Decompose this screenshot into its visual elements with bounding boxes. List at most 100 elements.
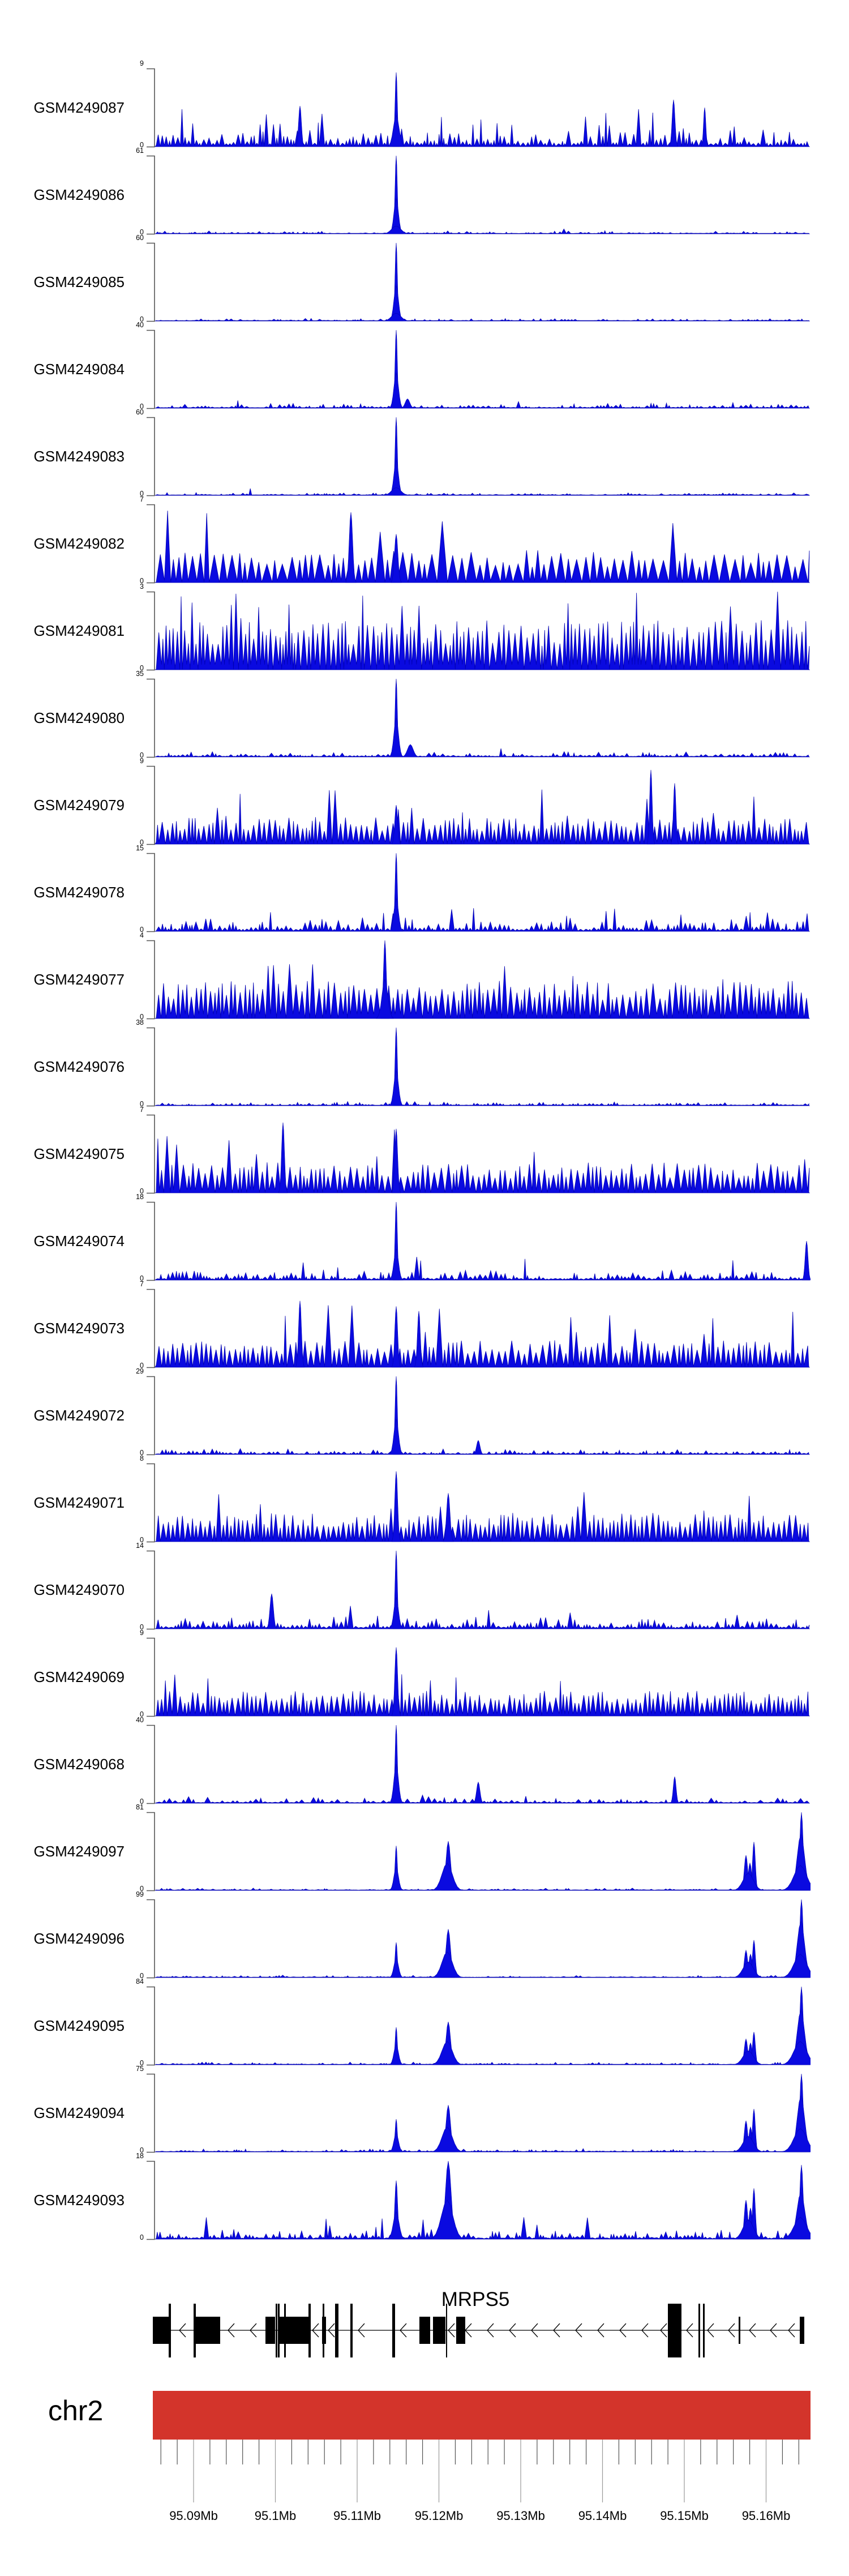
gene-utr-bar: [703, 2304, 705, 2357]
strand-arrow-icon: [487, 2323, 494, 2338]
track-ybase-value: 0: [140, 1449, 144, 1457]
track-ybase-value: 0: [140, 926, 144, 934]
track-label: GSM4249080: [33, 709, 125, 726]
gene-utr-bar: [392, 2304, 395, 2357]
track-label: GSM4249071: [33, 1494, 125, 1511]
gene-utr-bar: [276, 2304, 277, 2357]
ruler-tick-label: 95.13Mb: [496, 2509, 545, 2523]
coverage-signal-plot: [147, 242, 811, 322]
ruler-tick-label: 95.14Mb: [578, 2509, 627, 2523]
gene-exon-box: [419, 2317, 430, 2344]
gene-exon-box: [322, 2317, 326, 2344]
strand-arrow-icon: [749, 2323, 756, 2338]
coverage-signal-plot: [147, 853, 811, 932]
coverage-signal-plot: [147, 504, 811, 584]
coverage-signal-plot: [147, 2160, 811, 2240]
coverage-signal-plot: [147, 2073, 811, 2153]
track-ybase-value: 0: [140, 1362, 144, 1370]
strand-arrow-icon: [641, 2323, 649, 2338]
track-ymax-value: 9: [140, 59, 144, 67]
track-ybase-value: 0: [140, 577, 144, 585]
coverage-signal-plot: [147, 1114, 811, 1194]
track-ymax-value: 3: [140, 583, 144, 590]
coverage-signal-plot: [147, 1289, 811, 1368]
track-label: GSM4249070: [33, 1581, 125, 1598]
gene-exon-tall-box: [668, 2304, 681, 2357]
track-ymax-value: 60: [136, 234, 144, 242]
track-ybase-value: 0: [140, 403, 144, 410]
track-ymax-value: 75: [136, 2065, 144, 2073]
gene-utr-bar: [335, 2304, 338, 2357]
ruler-tick-label: 95.12Mb: [415, 2509, 464, 2523]
gene-exon-box: [194, 2317, 220, 2344]
track-ybase-value: 0: [140, 1274, 144, 1282]
coverage-signal-plot: [147, 1725, 811, 1804]
track-ymax-value: 9: [140, 757, 144, 765]
track-ybase-value: 0: [140, 1013, 144, 1021]
track-ymax-value: 40: [136, 321, 144, 329]
strand-arrow-icon: [660, 2323, 667, 2338]
strand-arrow-icon: [509, 2323, 516, 2338]
track-label: GSM4249081: [33, 622, 125, 639]
strand-arrow-icon: [728, 2323, 735, 2338]
strand-arrow-icon: [328, 2323, 335, 2338]
track-ymax-value: 60: [136, 408, 144, 416]
coverage-signal-plot: [147, 68, 811, 148]
track-label: GSM4249095: [33, 2017, 125, 2034]
gene-exon-box: [456, 2317, 465, 2344]
track-ybase-value: 0: [140, 1623, 144, 1631]
track-ybase-value: 0: [140, 2233, 144, 2241]
track-ymax-value: 35: [136, 670, 144, 678]
track-label: GSM4249094: [33, 2104, 125, 2121]
gene-exon-bar: [739, 2317, 740, 2344]
strand-arrow-icon: [531, 2323, 538, 2338]
coverage-signal-plot: [147, 1550, 811, 1630]
coverage-signal-plot: [147, 1637, 811, 1717]
coverage-signal-plot: [147, 1376, 811, 1456]
track-ymax-value: 14: [136, 1542, 144, 1550]
track-ybase-value: 0: [140, 751, 144, 759]
strand-arrow-icon: [770, 2323, 777, 2338]
track-ybase-value: 0: [140, 1885, 144, 1893]
track-ybase-value: 0: [140, 141, 144, 149]
gene-model-track: MRPS5: [153, 2288, 804, 2357]
gene-utr-bar: [169, 2304, 171, 2357]
chromosome-label: chr2: [48, 2395, 104, 2427]
track-ymax-value: 29: [136, 1367, 144, 1375]
strand-arrow-icon: [553, 2323, 560, 2338]
ruler-tick-label: 95.09Mb: [169, 2509, 218, 2523]
ruler-tick-label: 95.1Mb: [255, 2509, 296, 2523]
chromosome-ideogram: [153, 2391, 811, 2440]
coverage-signal-plot: [147, 417, 811, 497]
gene-name-label: MRPS5: [441, 2288, 510, 2310]
track-ybase-value: 0: [140, 1972, 144, 1980]
track-label: GSM4249078: [33, 884, 125, 901]
gene-utr-bar: [350, 2304, 353, 2357]
coverage-signal-plot: [147, 765, 811, 845]
track-ymax-value: 18: [136, 2152, 144, 2160]
gene-utr-bar: [698, 2304, 700, 2357]
gene-exon-box: [153, 2317, 169, 2344]
ruler-tick-label: 95.15Mb: [660, 2509, 709, 2523]
ruler-tick-label: 95.16Mb: [742, 2509, 791, 2523]
coverage-signal-plot: [147, 1899, 811, 1979]
gene-exon-box: [265, 2317, 275, 2344]
strand-arrow-icon: [400, 2323, 407, 2338]
ruler-tick-label: 95.11Mb: [333, 2509, 381, 2523]
track-label: GSM4249076: [33, 1058, 125, 1075]
strand-arrow-icon: [686, 2323, 693, 2338]
track-ybase-value: 0: [140, 228, 144, 236]
track-label: GSM4249072: [33, 1407, 125, 1424]
track-ymax-value: 7: [140, 495, 144, 503]
track-label: GSM4249097: [33, 1843, 125, 1860]
track-ymax-value: 8: [140, 1454, 144, 1462]
track-ymax-value: 84: [136, 1978, 144, 1986]
track-ybase-value: 0: [140, 838, 144, 846]
track-ybase-value: 0: [140, 1798, 144, 1805]
track-ymax-value: 81: [136, 1803, 144, 1811]
track-ybase-value: 0: [140, 1536, 144, 1544]
track-ybase-value: 0: [140, 1710, 144, 1718]
track-ybase-value: 0: [140, 1100, 144, 1108]
track-ymax-value: 40: [136, 1716, 144, 1724]
